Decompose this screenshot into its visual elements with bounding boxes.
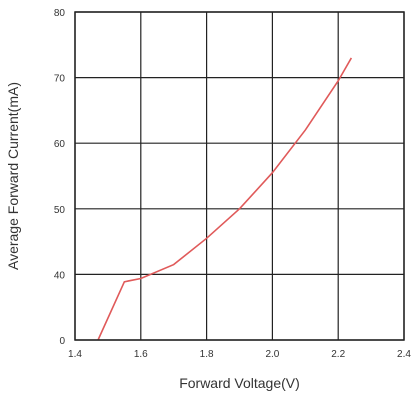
x-tick-label: 2.4 [397,349,411,360]
y-tick-label: 60 [54,139,66,150]
plot-frame [74,11,405,341]
x-axis-title: Forward Voltage(V) [179,375,300,391]
series-line [97,57,353,341]
x-tick-label: 1.6 [134,349,148,360]
y-tick-label: 70 [54,74,66,85]
y-tick-label: 40 [54,270,66,281]
x-tick-label: 1.4 [68,349,82,360]
x-tick-label: 2.0 [265,349,279,360]
y-axis-ticks: 0 40 50 60 70 80 [54,8,66,347]
x-tick-label: 2.2 [331,349,345,360]
y-tick-label: 0 [59,336,65,347]
y-tick-label: 80 [54,8,66,19]
y-tick-label: 50 [54,205,66,216]
x-tick-label: 1.8 [200,349,214,360]
y-axis-title: Average Forward Current(mA) [5,82,21,270]
series-group [97,57,353,341]
grid [74,11,405,341]
x-axis-ticks: 1.4 1.6 1.8 2.0 2.2 2.4 [68,349,411,360]
